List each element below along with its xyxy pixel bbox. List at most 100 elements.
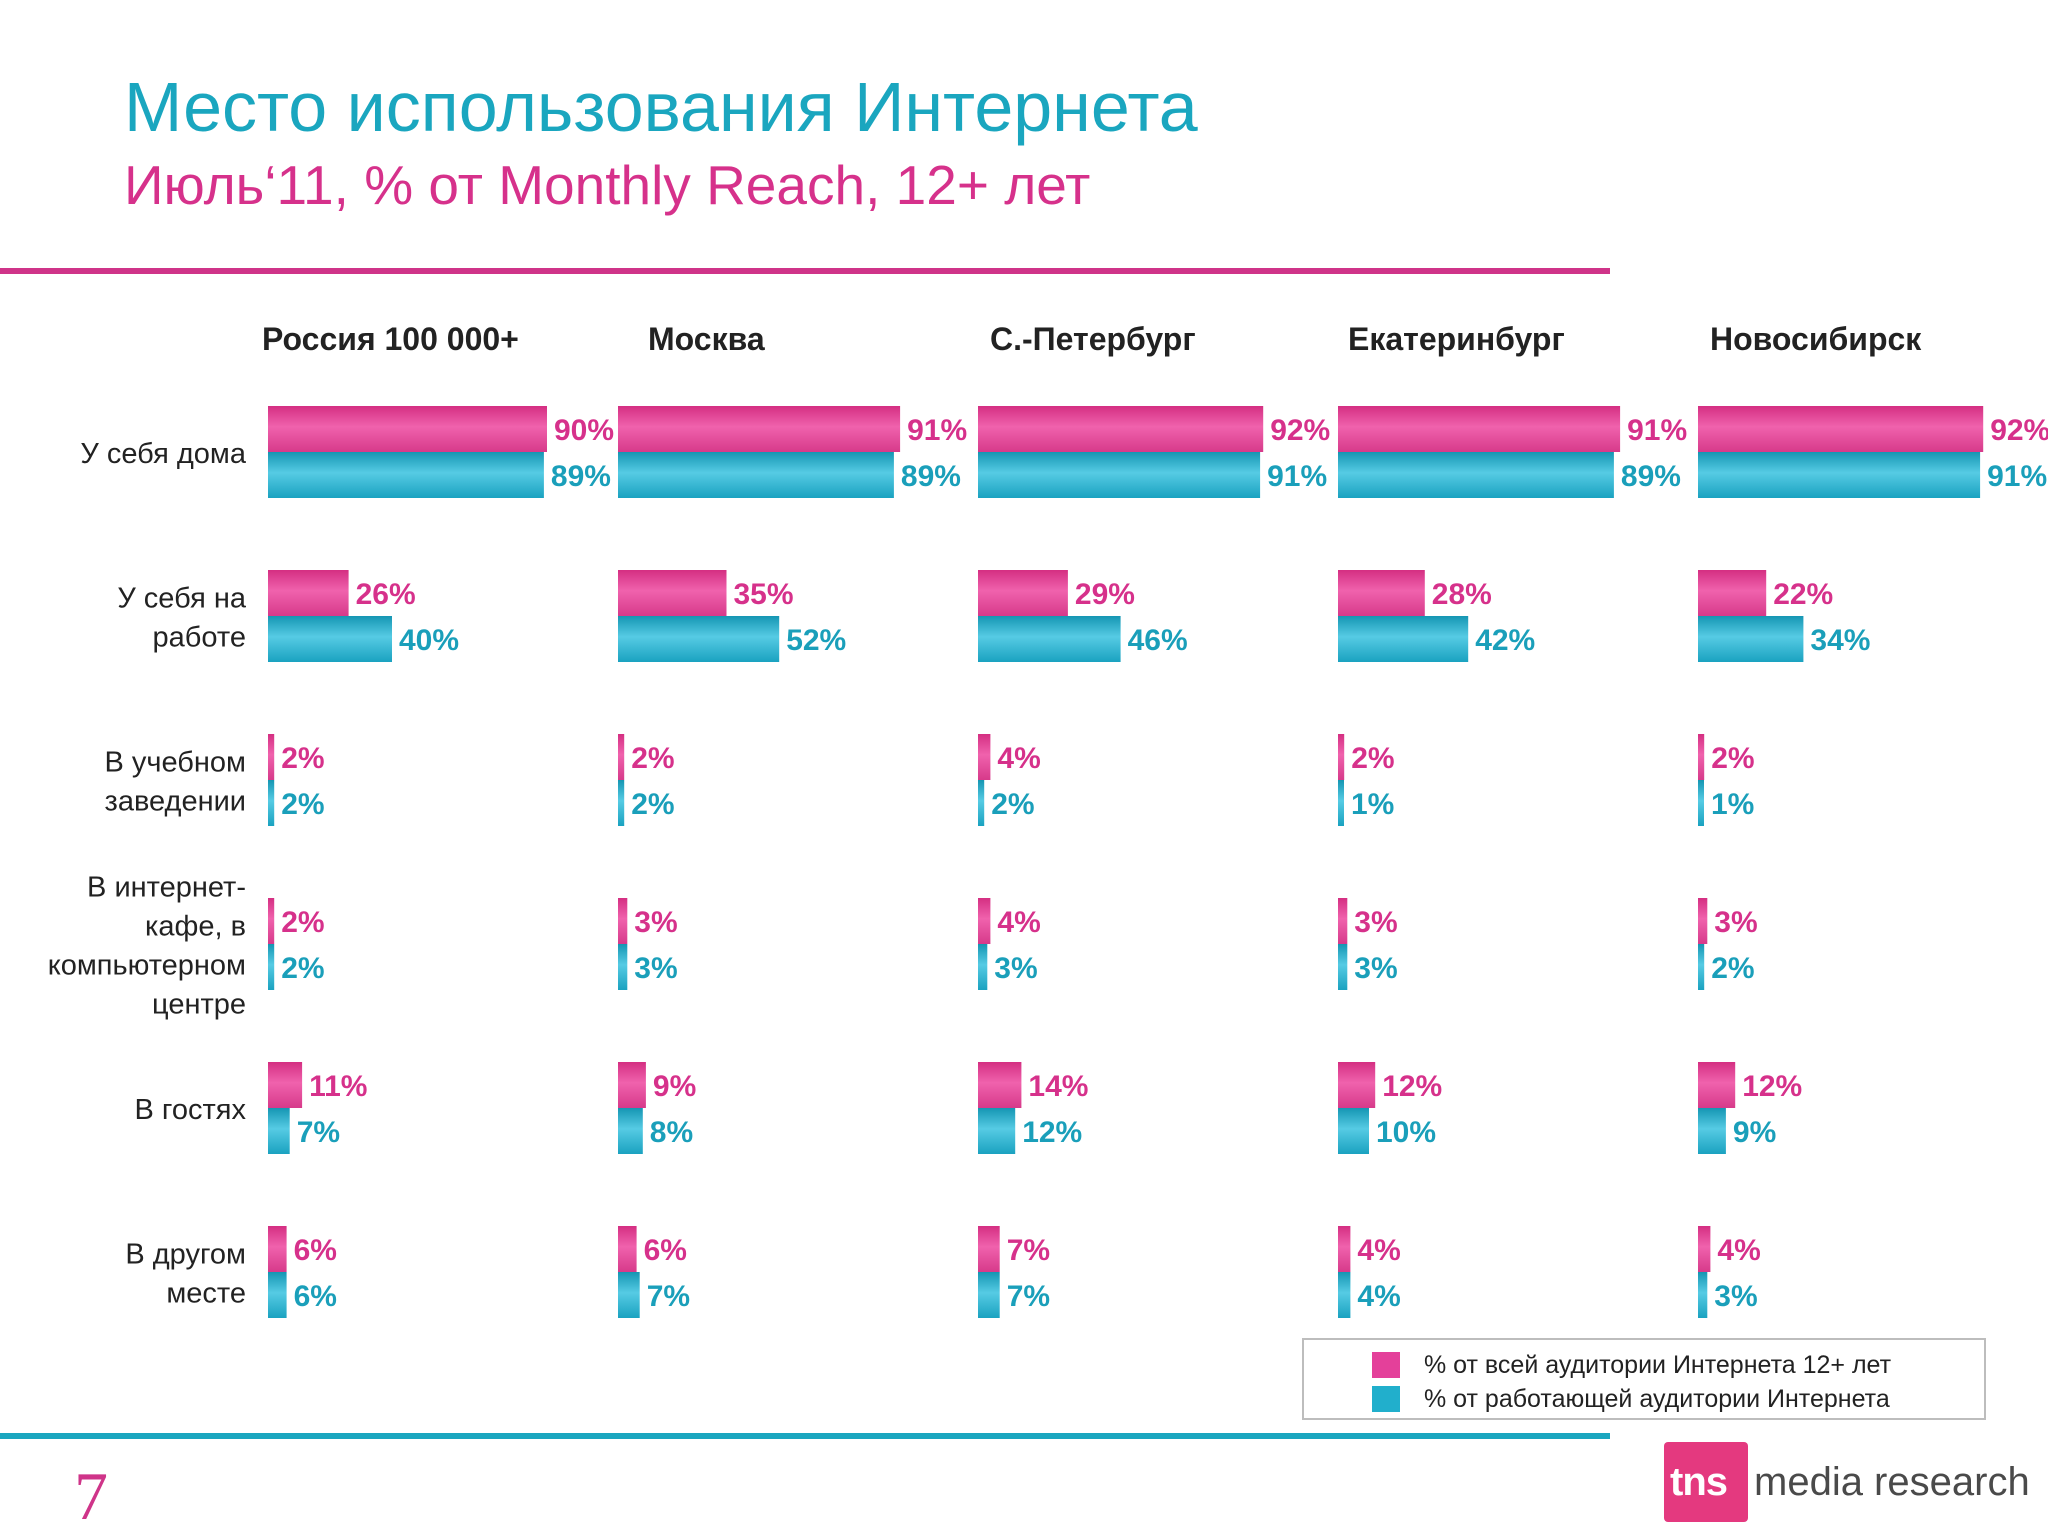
value-label: 91%	[1987, 460, 2047, 493]
bar-working	[1698, 944, 1705, 990]
value-label: 29%	[1075, 578, 1135, 611]
value-label: 89%	[1621, 460, 1681, 493]
value-label: 4%	[997, 906, 1040, 939]
bottom-divider	[0, 1433, 1610, 1439]
value-label: 2%	[631, 788, 674, 821]
value-label: 3%	[1714, 906, 1757, 939]
bar-working	[1338, 1108, 1369, 1154]
value-label: 90%	[554, 414, 614, 447]
bar-working	[1698, 1272, 1708, 1318]
value-label: 9%	[653, 1070, 696, 1103]
value-label: 2%	[1351, 742, 1394, 775]
value-label: 2%	[991, 788, 1034, 821]
page-title: Место использования Интернета	[124, 68, 1198, 146]
bar-working	[268, 616, 392, 662]
category-label: центре	[152, 989, 246, 1021]
bar-total	[978, 734, 991, 780]
bar-total	[268, 1226, 287, 1272]
bar-total	[1338, 1226, 1351, 1272]
value-label: 2%	[281, 742, 324, 775]
category-label: работе	[153, 622, 246, 654]
value-label: 6%	[294, 1234, 337, 1267]
bar-total	[1698, 570, 1767, 616]
value-label: 2%	[631, 742, 674, 775]
bar-total	[618, 1226, 637, 1272]
category-label: У себя дома	[80, 438, 247, 470]
value-label: 26%	[356, 578, 416, 611]
value-label: 6%	[644, 1234, 687, 1267]
value-label: 3%	[1714, 1280, 1757, 1313]
bar-total	[618, 1062, 646, 1108]
value-label: 4%	[997, 742, 1040, 775]
group-header: Екатеринбург	[1348, 321, 1565, 357]
bar-total	[978, 898, 991, 944]
value-label: 2%	[281, 788, 324, 821]
bar-total	[618, 406, 901, 452]
legend-swatch-pink	[1372, 1352, 1400, 1378]
value-label: 10%	[1376, 1116, 1436, 1149]
logo-wordmark: media research	[1754, 1460, 2030, 1504]
page-subtitle: Июль‘11, % от Monthly Reach, 12+ лет	[124, 154, 1091, 216]
value-label: 4%	[1717, 1234, 1760, 1267]
bar-working	[268, 944, 275, 990]
value-label: 12%	[1742, 1070, 1802, 1103]
group-header: Россия 100 000+	[262, 321, 519, 357]
bar-working	[1698, 452, 1981, 498]
value-label: 89%	[901, 460, 961, 493]
legend-swatch-teal	[1372, 1386, 1400, 1412]
bar-total	[1338, 734, 1345, 780]
category-label: В другом	[125, 1239, 246, 1271]
bar-total	[268, 734, 275, 780]
value-label: 4%	[1357, 1234, 1400, 1267]
bar-working	[268, 452, 544, 498]
value-label: 52%	[786, 624, 846, 657]
bar-working	[268, 780, 275, 826]
group-header: С.-Петербург	[990, 321, 1196, 357]
bar-working	[268, 1272, 287, 1318]
bar-total	[1698, 406, 1984, 452]
bar-working	[268, 1108, 290, 1154]
bar-working	[618, 1108, 643, 1154]
bar-total	[618, 570, 727, 616]
bar-working	[1338, 452, 1614, 498]
bar-working	[618, 1272, 640, 1318]
value-label: 14%	[1028, 1070, 1088, 1103]
value-label: 2%	[1711, 742, 1754, 775]
value-label: 7%	[297, 1116, 340, 1149]
value-label: 7%	[647, 1280, 690, 1313]
bar-total	[1338, 406, 1621, 452]
value-label: 22%	[1773, 578, 1833, 611]
bar-total	[978, 1226, 1000, 1272]
bar-working	[1338, 780, 1344, 826]
bar-working	[978, 944, 988, 990]
value-label: 7%	[1007, 1280, 1050, 1313]
bar-total	[1338, 898, 1348, 944]
value-label: 6%	[294, 1280, 337, 1313]
value-label: 3%	[634, 952, 677, 985]
bar-total	[1698, 734, 1705, 780]
bar-total	[1698, 1226, 1711, 1272]
bar-working	[978, 452, 1261, 498]
category-label: заведении	[105, 786, 246, 818]
bar-working	[618, 944, 628, 990]
group-header: Москва	[648, 321, 765, 357]
value-label: 91%	[1627, 414, 1687, 447]
bar-total	[1338, 570, 1425, 616]
bar-total	[1698, 898, 1708, 944]
value-label: 7%	[1007, 1234, 1050, 1267]
bar-working	[1698, 1108, 1726, 1154]
bar-total	[268, 570, 349, 616]
value-label: 42%	[1475, 624, 1535, 657]
legend-label: % от всей аудитории Интернета 12+ лет	[1424, 1350, 1892, 1379]
page-number: 7	[74, 1458, 108, 1534]
bar-working	[978, 780, 985, 826]
bar-working	[1338, 944, 1348, 990]
value-label: 40%	[399, 624, 459, 657]
category-label: В учебном	[104, 747, 246, 779]
tns-logo: tns media research	[1664, 1442, 2030, 1522]
bar-total	[978, 1062, 1022, 1108]
group-header: Новосибирск	[1710, 321, 1922, 357]
value-label: 91%	[1267, 460, 1327, 493]
category-label: У себя на	[117, 583, 247, 615]
value-label: 92%	[1990, 414, 2048, 447]
